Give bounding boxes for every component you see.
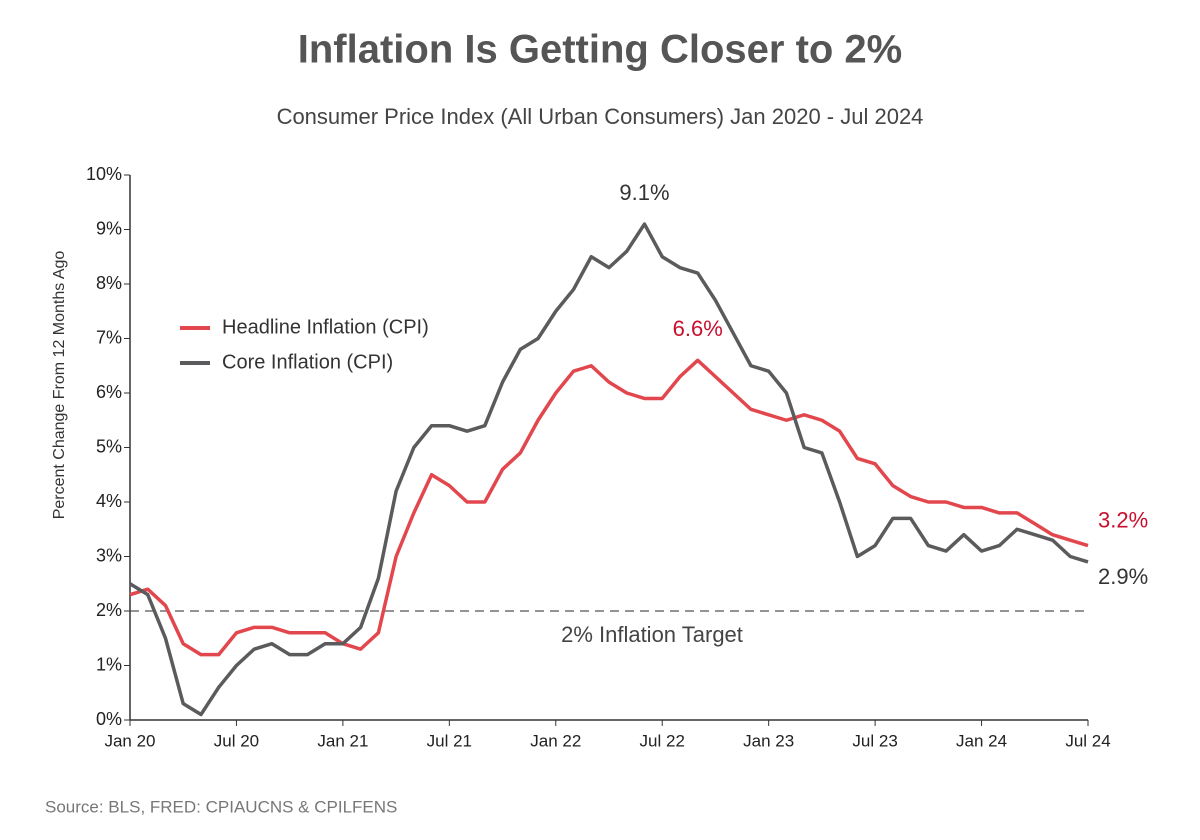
data-label: 2.9% <box>1098 564 1148 589</box>
data-label: 6.6% <box>673 316 723 341</box>
x-tick-label: Jul 24 <box>1065 731 1110 750</box>
x-tick-label: Jan 21 <box>317 731 368 750</box>
y-tick-label: 2% <box>96 600 122 620</box>
y-tick-label: 6% <box>96 382 122 402</box>
chart-subtitle: Consumer Price Index (All Urban Consumer… <box>277 104 924 129</box>
legend-label: Headline Inflation (CPI) <box>222 316 429 338</box>
source: Source: BLS, FRED: CPIAUCNS & CPILFENS <box>45 797 397 816</box>
y-tick-label: 10% <box>86 164 122 184</box>
x-tick-label: Jul 23 <box>852 731 897 750</box>
data-label: 9.1% <box>619 180 669 205</box>
x-tick-label: Jan 23 <box>743 731 794 750</box>
x-tick-label: Jul 20 <box>214 731 259 750</box>
data-label: 3.2% <box>1098 507 1148 532</box>
x-tick-label: Jul 21 <box>427 731 472 750</box>
line-series <box>129 222 1089 717</box>
y-tick-label: 8% <box>96 273 122 293</box>
y-tick-label: 5% <box>96 436 122 456</box>
y-tick-label: 9% <box>96 218 122 238</box>
line-series <box>129 358 1089 657</box>
y-tick-label: 4% <box>96 491 122 511</box>
y-tick-label: 1% <box>96 654 122 674</box>
y-tick-label: 3% <box>96 545 122 565</box>
y-axis-label: Percent Change From 12 Months Ago <box>51 251 68 520</box>
y-tick-label: 0% <box>96 709 122 729</box>
x-tick-label: Jul 22 <box>640 731 685 750</box>
x-tick-label: Jan 20 <box>104 731 155 750</box>
x-tick-label: Jan 22 <box>530 731 581 750</box>
x-tick-label: Jan 24 <box>956 731 1007 750</box>
legend-label: Core Inflation (CPI) <box>222 351 393 373</box>
reference-label: 2% Inflation Target <box>561 622 743 647</box>
chart-title: Inflation Is Getting Closer to 2% <box>298 28 903 72</box>
y-tick-label: 7% <box>96 327 122 347</box>
